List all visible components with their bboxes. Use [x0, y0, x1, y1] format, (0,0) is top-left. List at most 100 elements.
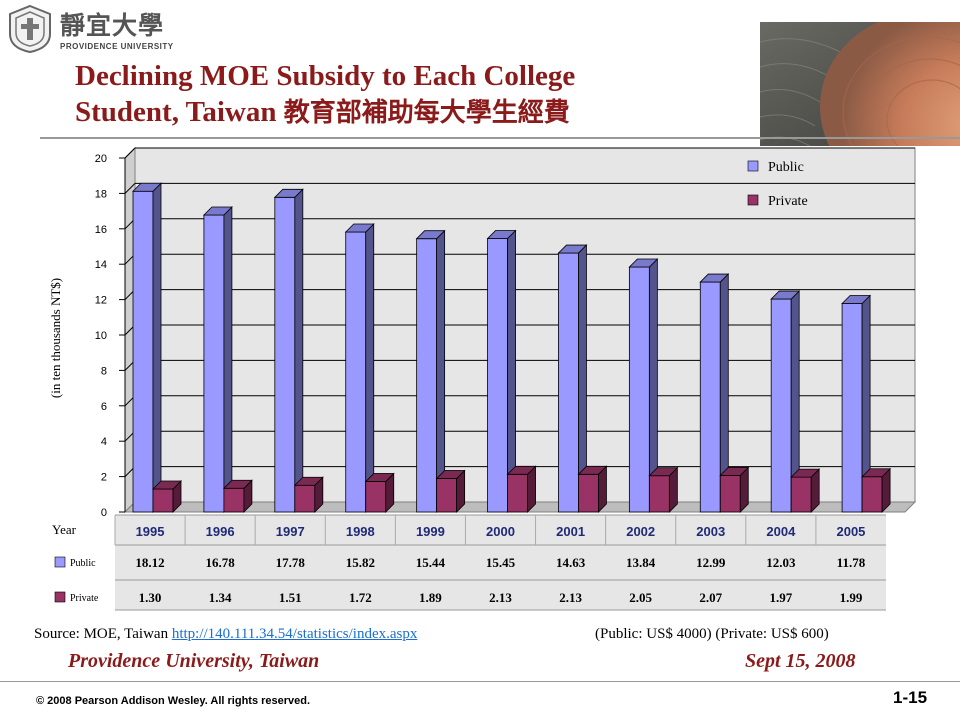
bar-public-top — [770, 290, 801, 300]
y-tick-label: 18 — [95, 188, 107, 200]
bar-private — [719, 466, 750, 513]
bar-private-top — [293, 476, 324, 486]
bar-public — [344, 223, 375, 513]
title-line-2-english: Student, Taiwan — [75, 96, 284, 128]
bar-public-side — [294, 188, 304, 513]
data-label-public: 17.78 — [276, 555, 306, 570]
table-year-cell: 2001 — [556, 524, 585, 539]
bar-private-top — [364, 473, 395, 482]
y-tick-label: 16 — [95, 224, 107, 236]
data-label-private: 2.05 — [629, 590, 652, 605]
y-tick-label: 2 — [101, 472, 107, 484]
bar-public-front — [274, 196, 296, 513]
data-label-public: 15.45 — [486, 555, 516, 570]
bar-private-top — [506, 465, 537, 475]
bar-private-top — [861, 468, 892, 478]
bar-public-front — [558, 252, 579, 513]
bar-private — [861, 467, 892, 513]
y-tick-label: 8 — [101, 365, 107, 377]
bar-private — [152, 480, 182, 513]
bar-private-front — [507, 473, 528, 513]
bar-public-front — [699, 281, 721, 513]
bar-private-front — [436, 478, 458, 513]
data-label-public: 18.12 — [135, 555, 164, 570]
bar-private-top — [790, 468, 821, 478]
university-logo — [6, 4, 54, 54]
bar-public — [202, 206, 233, 513]
gridline-diagonal — [124, 183, 136, 194]
data-label-public: 12.03 — [766, 555, 796, 570]
bar-private — [435, 469, 466, 513]
table-year-cell: 2000 — [486, 524, 515, 539]
bar-public-top — [415, 230, 446, 240]
conversion-note: (Public: US$ 4000) (Private: US$ 600) — [595, 626, 829, 642]
data-label-public: 11.78 — [837, 555, 866, 570]
table-year-cell: 1998 — [346, 524, 375, 539]
bars — [132, 182, 892, 513]
table-swatch-public — [54, 556, 66, 568]
bar-public-front — [345, 231, 367, 513]
institution-name: Providence University, Taiwan — [68, 650, 320, 672]
crest-icon — [9, 4, 51, 54]
bar-public-front — [487, 238, 508, 513]
source-line: Source: MOE, Taiwan http://140.111.34.54… — [34, 626, 417, 643]
bar-private-front — [223, 487, 245, 513]
legend-label-public: Public — [768, 160, 804, 175]
bar-public-front — [628, 266, 650, 513]
y-tick-label: 12 — [95, 295, 107, 307]
bar-private — [648, 466, 679, 513]
y-tick-label: 10 — [95, 330, 107, 342]
bar-public — [628, 258, 659, 513]
data-label-private: 1.97 — [769, 590, 792, 605]
bar-public — [770, 290, 801, 513]
data-label-private: 2.13 — [559, 590, 582, 605]
bar-public-side — [223, 206, 233, 513]
bar-public-top — [202, 206, 233, 216]
table-header-year: Year — [52, 522, 77, 537]
bar-public-front — [841, 303, 863, 513]
table-year-cell: 1997 — [276, 524, 305, 539]
bar-private-front — [648, 475, 670, 513]
y-tick-label: 6 — [101, 401, 107, 413]
legend-swatch-private — [747, 194, 759, 206]
source-link[interactable]: http://140.111.34.54/statistics/index.as… — [171, 626, 418, 642]
data-table: Year 1995 18.12 1.30 1996 16.78 1.34 1997 17.78 1… — [52, 514, 886, 611]
bar-public-front — [770, 298, 792, 513]
table-year-cell: 1996 — [206, 524, 235, 539]
bar-public-front — [132, 190, 154, 513]
data-label-public: 13.84 — [626, 555, 656, 570]
source-label: Source: MOE, Taiwan — [34, 626, 172, 642]
data-label-public: 15.82 — [346, 555, 375, 570]
table-row-label-private: Private — [70, 593, 99, 604]
table-background — [115, 515, 886, 610]
bar-private-front — [152, 488, 174, 513]
bar-public-side — [365, 223, 375, 513]
y-tick-label: 20 — [95, 153, 107, 165]
bar-public-top — [699, 273, 730, 283]
table-year-cell: 2004 — [766, 524, 796, 539]
data-label-private: 1.34 — [209, 590, 232, 605]
bar-private — [222, 479, 253, 513]
bar-public-top — [273, 188, 304, 198]
data-label-public: 16.78 — [206, 555, 236, 570]
bar-private — [506, 465, 537, 513]
bar-private-front — [578, 473, 599, 513]
presentation-date: Sept 15, 2008 — [745, 650, 856, 672]
data-label-private: 2.13 — [489, 590, 512, 605]
decorative-photo — [760, 22, 960, 146]
bar-private — [790, 468, 821, 513]
copyright-notice: © 2008 Pearson Addison Wesley. All right… — [36, 695, 311, 707]
bar-public — [273, 188, 304, 513]
table-year-cell: 2005 — [836, 524, 865, 539]
title-rule — [40, 137, 960, 139]
bar-private — [364, 472, 395, 513]
y-tick-label: 0 — [101, 507, 107, 519]
bar-private-top — [648, 467, 679, 477]
y-tick-label: 4 — [101, 436, 107, 448]
bar-private-top — [152, 480, 182, 490]
bar-private — [293, 476, 324, 513]
y-tick-label: 14 — [95, 259, 107, 271]
data-label-public: 12.99 — [696, 555, 726, 570]
y-axis-label: (in ten thousands NT$) — [48, 278, 63, 398]
bar-public — [415, 229, 446, 513]
